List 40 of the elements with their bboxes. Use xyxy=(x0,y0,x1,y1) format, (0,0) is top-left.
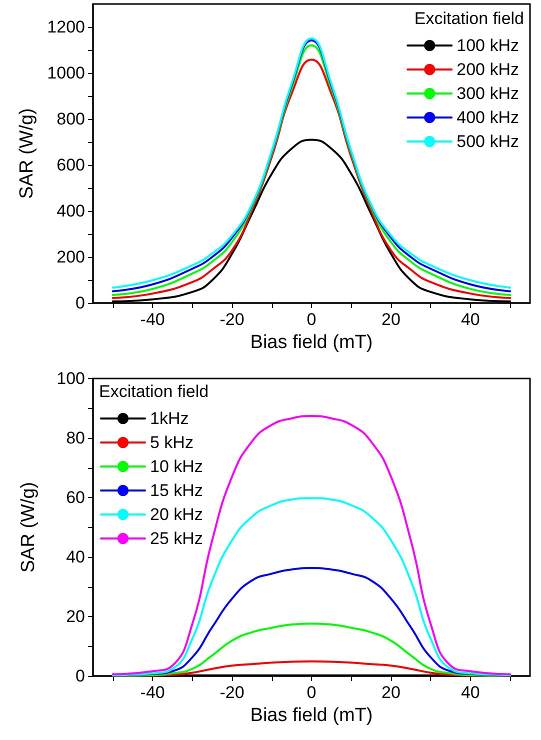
legend-title: Excitation field xyxy=(99,382,209,401)
y-tick-label: 0 xyxy=(76,666,85,686)
y-tick-label: 600 xyxy=(56,156,85,174)
y-tick-label: 1000 xyxy=(47,64,85,82)
legend-label: 15 kHz xyxy=(150,481,203,500)
y-tick-label: 200 xyxy=(56,248,85,266)
legend-label: 500 kHz xyxy=(456,132,520,151)
legend-title: Excitation field xyxy=(414,9,524,28)
legend-label: 25 kHz xyxy=(150,529,203,548)
x-tick-label: -40 xyxy=(140,683,165,702)
legend-label: 5 kHz xyxy=(150,433,194,452)
y-tick-label: 60 xyxy=(66,488,85,507)
x-tick-label: -40 xyxy=(140,310,165,329)
y-tick-label: 40 xyxy=(66,548,85,566)
legend-label: 20 kHz xyxy=(150,505,203,524)
y-tick-label: 100 xyxy=(56,369,85,388)
x-tick-label: 0 xyxy=(306,310,316,329)
y-tick-label: 20 xyxy=(66,607,85,626)
y-tick-label: 80 xyxy=(66,428,85,448)
legend-label: 100 kHz xyxy=(456,36,520,55)
x-tick-label: 40 xyxy=(460,683,480,702)
legend-label: 1kHz xyxy=(150,409,189,428)
y-tick-label: 400 xyxy=(56,202,85,220)
y-axis-title: SAR (W/g) xyxy=(16,108,38,199)
x-tick-label: -20 xyxy=(220,683,244,702)
y-axis-title: SAR (W/g) xyxy=(18,482,39,573)
legend-label: 10 kHz xyxy=(150,457,203,476)
legend-label: 400 kHz xyxy=(456,108,520,127)
x-axis-title: Bias field (mT) xyxy=(250,332,373,353)
x-tick-label: 20 xyxy=(381,683,400,702)
legend-label: 200 kHz xyxy=(456,60,520,79)
x-axis-title: Bias field (mT) xyxy=(250,705,373,726)
y-tick-label: 0 xyxy=(76,294,85,312)
x-tick-label: 0 xyxy=(306,683,316,702)
x-tick-label: 20 xyxy=(381,310,400,329)
y-tick-label: 1200 xyxy=(47,18,85,36)
legend-label: 300 kHz xyxy=(456,84,520,103)
y-tick-label: 800 xyxy=(56,110,85,128)
x-tick-label: 40 xyxy=(460,310,480,329)
x-tick-label: -20 xyxy=(220,310,244,329)
